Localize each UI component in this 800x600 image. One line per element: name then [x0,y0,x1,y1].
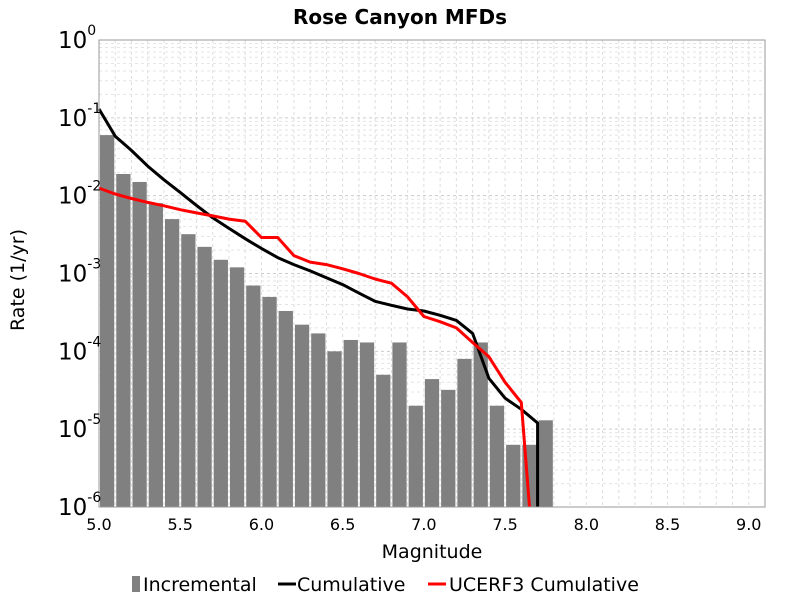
y-axis-ticks: 100 10-1 10-2 10-3 10-4 10-5 10-6 [58,23,101,521]
x-tick-label: 6.0 [249,515,274,534]
incremental-bar [311,333,326,507]
incremental-bar [116,173,131,508]
y-tick-label: 10-3 [58,257,101,288]
incremental-bar [148,203,163,507]
incremental-bar [294,324,310,507]
x-tick-label: 9.0 [736,515,761,534]
y-tick-label: 10-2 [58,179,101,210]
x-tick-label: 8.5 [655,515,680,534]
incremental-bar [278,310,293,507]
incremental-bar [100,135,115,507]
x-tick-label: 7.5 [492,515,517,534]
plot-border [98,39,766,508]
incremental-bar [506,444,521,507]
incremental-bar [359,342,375,507]
ucerf3-cumulative-line [98,186,531,508]
incremental-bar [181,234,196,507]
incremental-bar [473,342,488,507]
incremental-bar [376,374,391,507]
x-tick-label: 6.5 [330,515,355,534]
incremental-bar [441,389,456,507]
x-tick-label: 5.0 [86,515,111,534]
legend: Incremental Cumulative UCERF3 Cumulative [132,574,639,596]
incremental-bars [100,135,553,508]
incremental-bar [392,342,407,507]
plot-area [97,39,766,508]
x-axis-label: Magnitude [382,541,483,563]
incremental-bar [213,259,228,507]
x-tick-label: 8.0 [574,515,599,534]
y-tick-label: 10-6 [58,490,101,521]
incremental-bar [408,405,423,507]
x-tick-label: 5.5 [167,515,192,534]
incremental-bar [132,181,147,508]
incremental-bar [424,379,440,507]
y-axis-label: Rate (1/yr) [7,229,29,331]
legend-swatch-incremental [132,576,140,592]
y-tick-label: 10-5 [58,412,101,443]
incremental-bar [197,246,212,508]
legend-label-incremental: Incremental [143,574,257,596]
legend-label-cumulative: Cumulative [297,574,405,596]
x-axis-ticks: 5.0 5.5 6.0 6.5 7.0 7.5 8.0 8.5 9.0 [86,515,761,534]
incremental-bar [327,351,342,507]
incremental-bar [229,267,245,507]
incremental-bar [164,219,180,507]
chart-title: Rose Canyon MFDs [293,5,507,29]
x-tick-label: 7.0 [411,515,436,534]
incremental-bar [343,339,358,507]
incremental-bar [457,358,472,507]
incremental-bar [489,405,505,507]
incremental-bar [246,285,261,507]
y-tick-label: 100 [58,23,96,54]
incremental-bar [262,296,277,507]
incremental-bar [538,420,553,507]
y-tick-label: 10-4 [58,334,101,365]
legend-label-ucerf3-cumulative: UCERF3 Cumulative [449,574,639,596]
y-tick-label: 10-1 [58,101,101,132]
series-lines [97,108,540,508]
